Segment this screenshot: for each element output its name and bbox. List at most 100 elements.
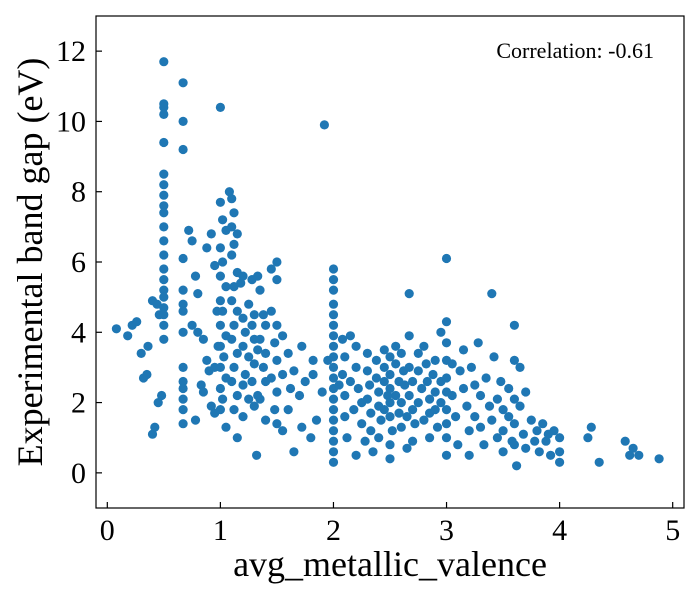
data-point bbox=[227, 222, 237, 232]
data-point bbox=[470, 380, 480, 390]
data-point bbox=[178, 327, 188, 337]
data-point bbox=[441, 317, 452, 327]
data-point bbox=[413, 348, 423, 358]
data-point bbox=[178, 362, 188, 372]
data-point bbox=[238, 341, 248, 351]
y-tick-label: 4 bbox=[71, 316, 86, 349]
data-point bbox=[654, 454, 664, 464]
data-point bbox=[441, 405, 452, 415]
data-point bbox=[492, 433, 502, 443]
data-point bbox=[178, 285, 188, 295]
data-point bbox=[227, 250, 237, 260]
data-point bbox=[351, 362, 361, 372]
data-point bbox=[221, 422, 231, 432]
data-point bbox=[215, 405, 225, 415]
data-point bbox=[297, 422, 307, 432]
data-point bbox=[159, 208, 169, 218]
data-point bbox=[215, 320, 225, 330]
data-point bbox=[253, 345, 263, 355]
data-point bbox=[496, 376, 506, 387]
data-point bbox=[227, 376, 237, 387]
data-point bbox=[436, 398, 446, 408]
data-point bbox=[311, 415, 322, 425]
data-point bbox=[255, 285, 265, 295]
y-tick-label: 2 bbox=[71, 387, 86, 420]
data-point bbox=[159, 292, 169, 302]
data-point bbox=[227, 194, 237, 204]
data-point bbox=[634, 450, 644, 460]
data-point bbox=[328, 299, 339, 309]
data-point bbox=[159, 303, 169, 313]
data-point bbox=[202, 355, 212, 365]
data-point bbox=[368, 447, 378, 457]
data-point bbox=[308, 355, 318, 365]
data-point bbox=[319, 120, 329, 130]
data-point bbox=[530, 436, 540, 446]
data-point bbox=[215, 243, 225, 253]
data-point bbox=[159, 320, 169, 330]
data-point bbox=[583, 433, 593, 443]
data-point bbox=[400, 380, 410, 390]
data-point bbox=[345, 376, 355, 387]
data-point bbox=[238, 380, 248, 390]
data-point bbox=[432, 422, 443, 432]
data-point bbox=[202, 243, 212, 253]
x-tick-label: 0 bbox=[100, 514, 115, 547]
data-point bbox=[408, 436, 418, 446]
data-point bbox=[270, 405, 280, 415]
x-axis-ticks: 0 1 2 3 4 5 bbox=[100, 502, 680, 547]
data-point bbox=[238, 313, 248, 323]
data-point bbox=[492, 394, 502, 404]
data-point bbox=[159, 201, 169, 211]
data-point bbox=[479, 440, 489, 450]
data-point bbox=[227, 296, 237, 306]
data-point bbox=[498, 405, 508, 415]
data-point bbox=[379, 345, 389, 355]
data-point bbox=[150, 422, 160, 432]
data-point bbox=[272, 257, 282, 267]
y-tick-label: 12 bbox=[56, 35, 86, 68]
data-point bbox=[509, 419, 519, 429]
data-point bbox=[278, 369, 288, 380]
data-point bbox=[258, 362, 268, 372]
data-point bbox=[272, 419, 282, 429]
data-point bbox=[555, 457, 565, 467]
data-point bbox=[159, 57, 169, 67]
data-point bbox=[458, 345, 469, 355]
data-point bbox=[229, 320, 239, 330]
data-point bbox=[538, 419, 548, 429]
data-point bbox=[221, 282, 231, 292]
data-point bbox=[625, 450, 635, 460]
data-point bbox=[178, 116, 188, 126]
data-point bbox=[484, 401, 495, 411]
data-point bbox=[224, 187, 234, 197]
y-axis-ticks: 0 2 4 6 8 10 12 bbox=[56, 35, 102, 490]
data-point bbox=[385, 398, 395, 408]
data-point bbox=[132, 317, 142, 327]
data-point bbox=[229, 239, 239, 249]
data-point bbox=[374, 387, 384, 397]
data-point bbox=[470, 412, 480, 422]
data-point bbox=[157, 390, 167, 401]
data-point bbox=[366, 426, 376, 436]
data-point bbox=[425, 433, 435, 443]
data-point bbox=[261, 348, 271, 358]
data-point bbox=[453, 440, 463, 450]
data-point bbox=[504, 383, 514, 394]
data-point bbox=[266, 306, 276, 316]
data-point bbox=[498, 426, 508, 436]
data-point bbox=[371, 355, 381, 365]
data-point bbox=[193, 327, 203, 337]
data-point bbox=[244, 394, 254, 404]
y-tick-label: 10 bbox=[56, 105, 86, 138]
data-point bbox=[266, 373, 276, 383]
data-point bbox=[353, 383, 363, 394]
data-point bbox=[586, 422, 596, 432]
data-point bbox=[123, 331, 133, 341]
data-point bbox=[178, 405, 188, 415]
data-point bbox=[396, 422, 406, 432]
data-point bbox=[190, 415, 201, 425]
data-point bbox=[475, 422, 486, 432]
data-point bbox=[147, 429, 158, 439]
